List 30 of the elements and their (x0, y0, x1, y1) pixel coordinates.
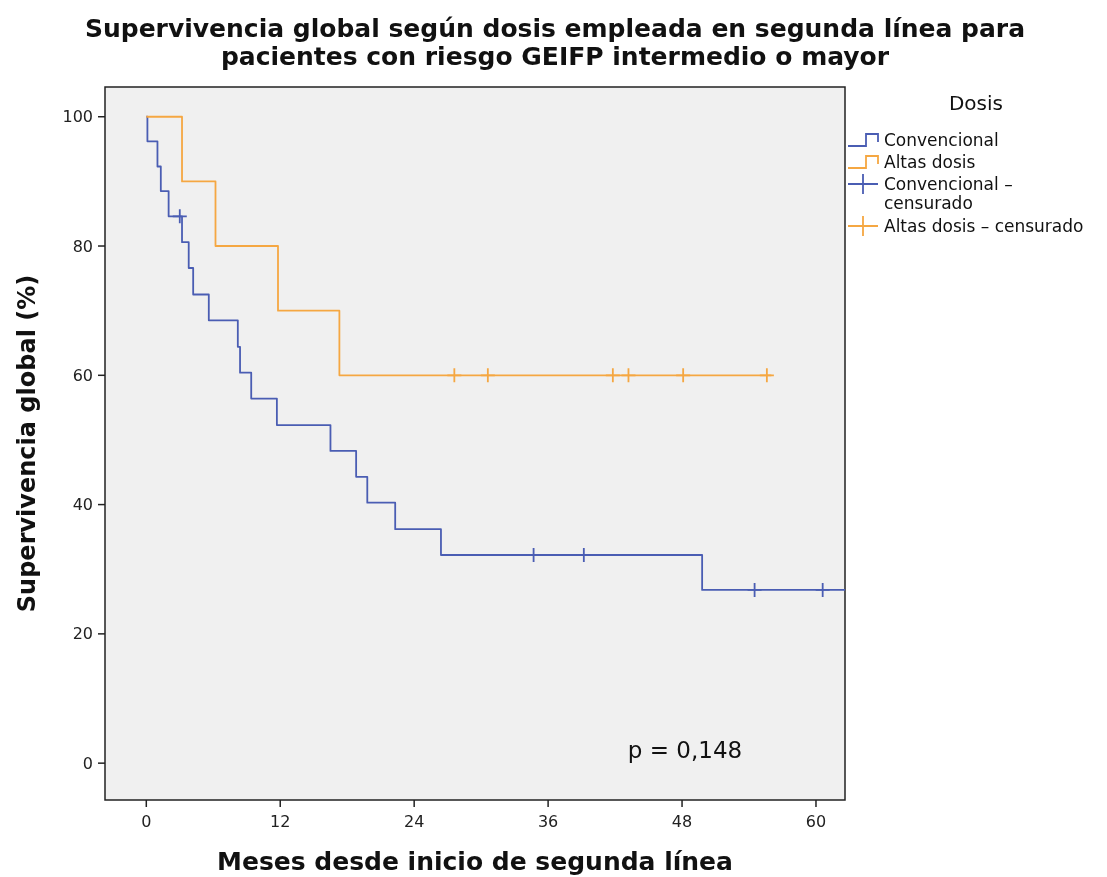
y-tick-label: 80 (72, 236, 93, 256)
y-tick-label: 40 (72, 495, 93, 515)
point (746, 582, 763, 598)
point (446, 367, 463, 384)
point (479, 367, 496, 384)
point (604, 367, 621, 384)
point (758, 367, 775, 384)
point (171, 208, 188, 225)
legend-label: Altas dosis – censurado (884, 216, 1084, 236)
legend-label: Altas dosis (884, 152, 976, 172)
annotation: p = 0,148 (627, 737, 743, 763)
legend-title: Dosis (948, 91, 1004, 115)
x-tick-label: 48 (671, 812, 693, 831)
y-tick-label: 60 (72, 365, 93, 385)
point (620, 367, 637, 384)
y-tick-label: 20 (72, 624, 93, 644)
x-tick-label: 0 (141, 812, 152, 831)
x-tick-label: 60 (805, 812, 827, 831)
x-axis-title: Meses desde inicio de segunda línea (217, 847, 733, 876)
legend-label: Convencional – censurado (884, 174, 1013, 213)
chart-title: Supervivencia global según dosis empleada en segunda línea para pacientes con riesgo GEIFP intermedio o mayor (84, 14, 1026, 71)
y-tick-label: 0 (82, 753, 93, 773)
point (814, 582, 831, 598)
legend-label: Convencional (884, 130, 999, 150)
point (675, 367, 692, 384)
x-tick-label: 24 (403, 812, 425, 831)
y-axis-title: Supervivencia global (%) (13, 274, 41, 613)
x-tick-label: 12 (270, 812, 291, 831)
x-tick-label: 36 (537, 812, 559, 831)
y-tick-label: 100 (62, 107, 93, 127)
